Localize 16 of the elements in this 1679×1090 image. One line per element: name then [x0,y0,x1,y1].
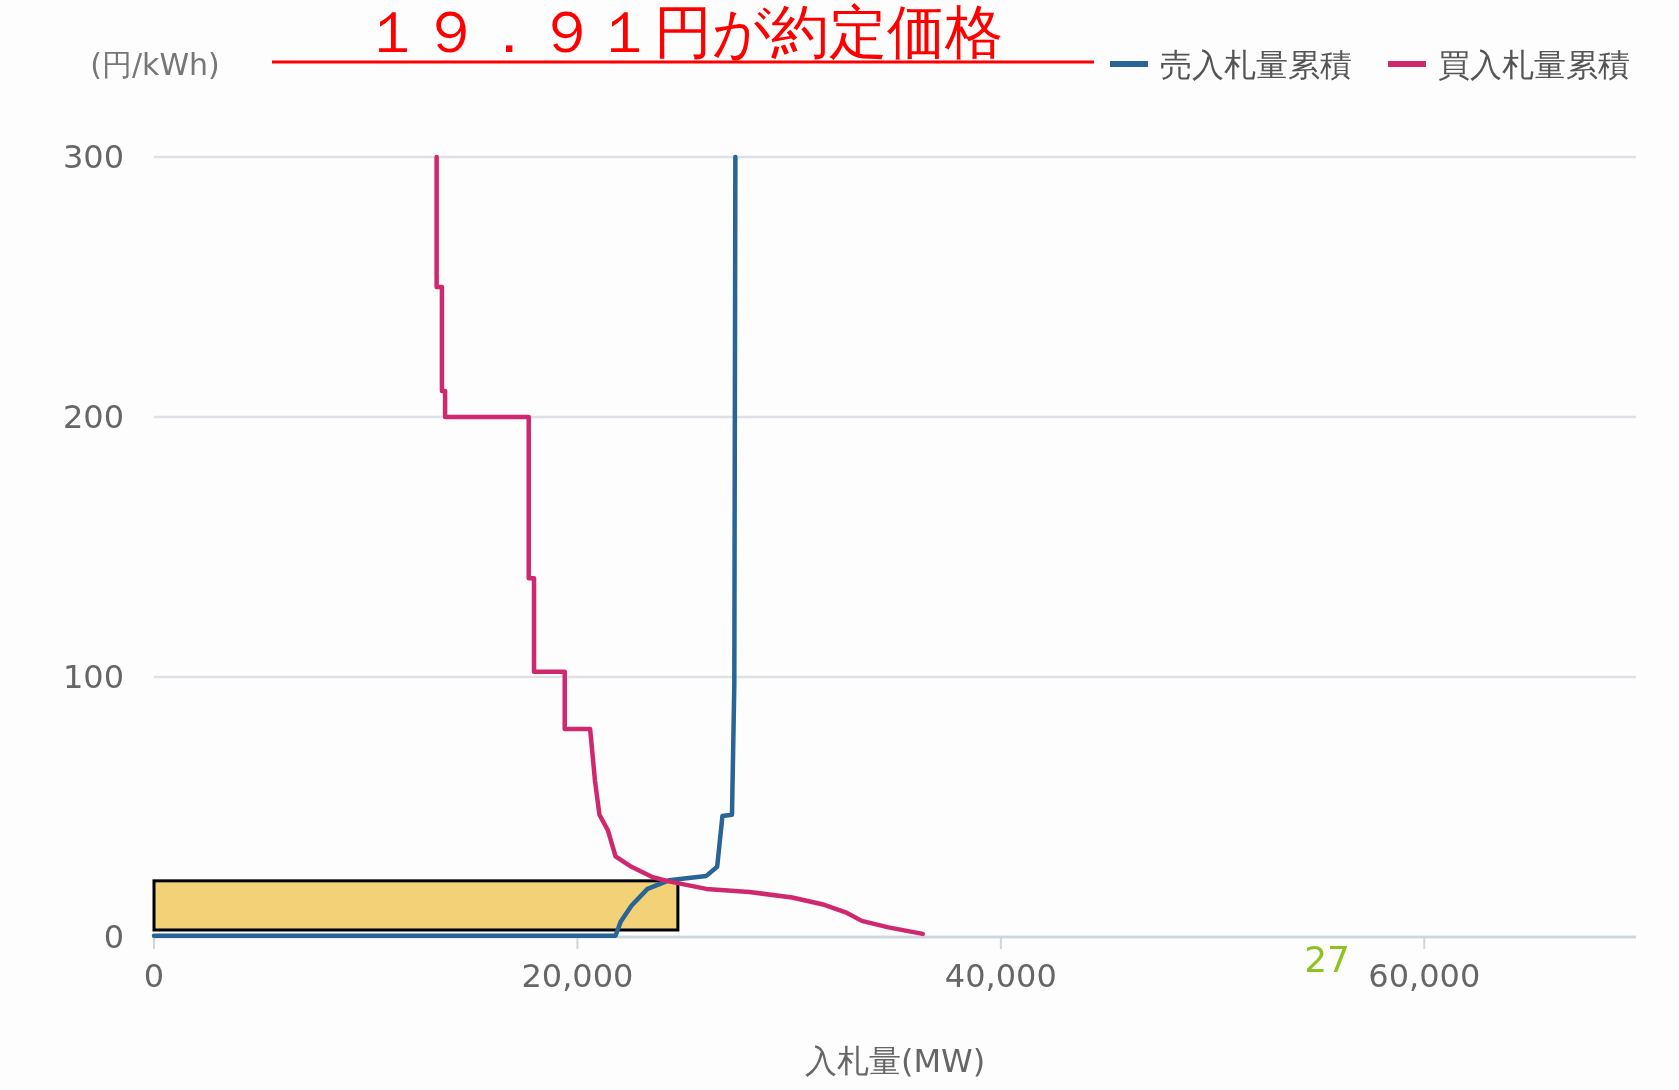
x-tick-label: 0 [143,957,165,995]
y-tick-label: 0 [103,918,124,956]
legend-label: 買入札量累積 [1438,46,1630,84]
y-tick-label: 200 [62,398,124,436]
legend-label: 売入札量累積 [1160,46,1352,84]
chart-title: １９．９１円が約定価格 [363,0,1003,66]
text: 27 [1304,939,1350,980]
x-tick-label: 20,000 [521,957,634,995]
y-tick-label: 100 [62,658,124,696]
y-tick-label: 300 [62,138,124,176]
line-series [434,154,925,937]
line-series [151,154,738,938]
x-tick-label: 60,000 [1368,957,1481,995]
x-axis-title: 入札量(MW) [804,1042,986,1080]
x-tick-label: 40,000 [944,957,1057,995]
y-axis-title: (円/kWh) [90,47,220,82]
